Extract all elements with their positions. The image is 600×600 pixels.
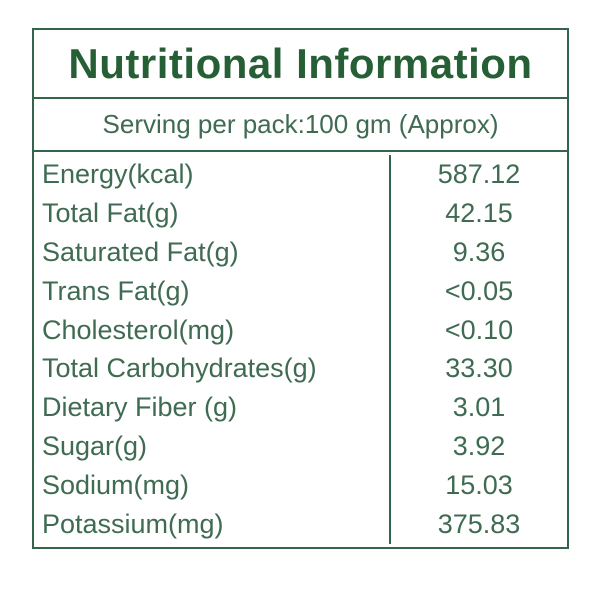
nutrient-value: 15.03	[445, 470, 513, 501]
nutrient-value: <0.05	[444, 275, 514, 306]
table-row: Cholesterol(mg) <0.10	[34, 310, 567, 350]
table-row: Dietary Fiber (g) 3.01	[34, 388, 567, 428]
serving-row: Serving per pack:100 gm (Approx)	[34, 99, 567, 152]
nutrient-value: 33.30	[445, 353, 513, 384]
nutrient-label: Total Carbohydrates(g)	[34, 349, 391, 389]
nutrient-value: 42.15	[445, 197, 513, 228]
nutrient-label: Total Fat(g)	[34, 193, 391, 233]
nutrient-value: 3.01	[452, 392, 506, 423]
nutrient-value: 587.12	[437, 158, 521, 189]
nutrient-label: Dietary Fiber (g)	[34, 388, 391, 428]
title-row: Nutritional Information	[34, 30, 567, 99]
page-title: Nutritional Information	[68, 39, 533, 87]
table-row: Total Fat(g) 42.15	[34, 193, 567, 233]
table-row: Saturated Fat(g) 9.36	[34, 232, 567, 272]
nutrient-label: Saturated Fat(g)	[34, 232, 391, 272]
nutrient-label: Trans Fat(g)	[34, 271, 391, 311]
nutrient-label: Potassium(mg)	[34, 505, 391, 545]
nutrient-label: Cholesterol(mg)	[34, 310, 391, 350]
nutrition-label-box: Nutritional Information Serving per pack…	[32, 28, 569, 549]
table-row: Energy(kcal) 587.12	[34, 155, 567, 194]
nutrient-label: Sodium(mg)	[34, 466, 391, 506]
nutrient-table: Energy(kcal) 587.12 Total Fat(g) 42.15 S…	[34, 152, 567, 547]
nutrient-value: 9.36	[452, 236, 506, 267]
nutrient-value: 375.83	[437, 509, 521, 540]
table-row: Sugar(g) 3.92	[34, 427, 567, 467]
table-row: Potassium(mg) 375.83	[34, 505, 567, 545]
serving-info: Serving per pack:100 gm (Approx)	[102, 109, 499, 139]
table-row: Total Carbohydrates(g) 33.30	[34, 349, 567, 389]
table-row: Sodium(mg) 15.03	[34, 466, 567, 506]
nutrient-value: 3.92	[452, 431, 506, 462]
nutrient-label: Sugar(g)	[34, 427, 391, 467]
nutrient-value: <0.10	[444, 314, 514, 345]
table-row: Trans Fat(g) <0.05	[34, 271, 567, 311]
nutrient-label: Energy(kcal)	[34, 155, 391, 194]
